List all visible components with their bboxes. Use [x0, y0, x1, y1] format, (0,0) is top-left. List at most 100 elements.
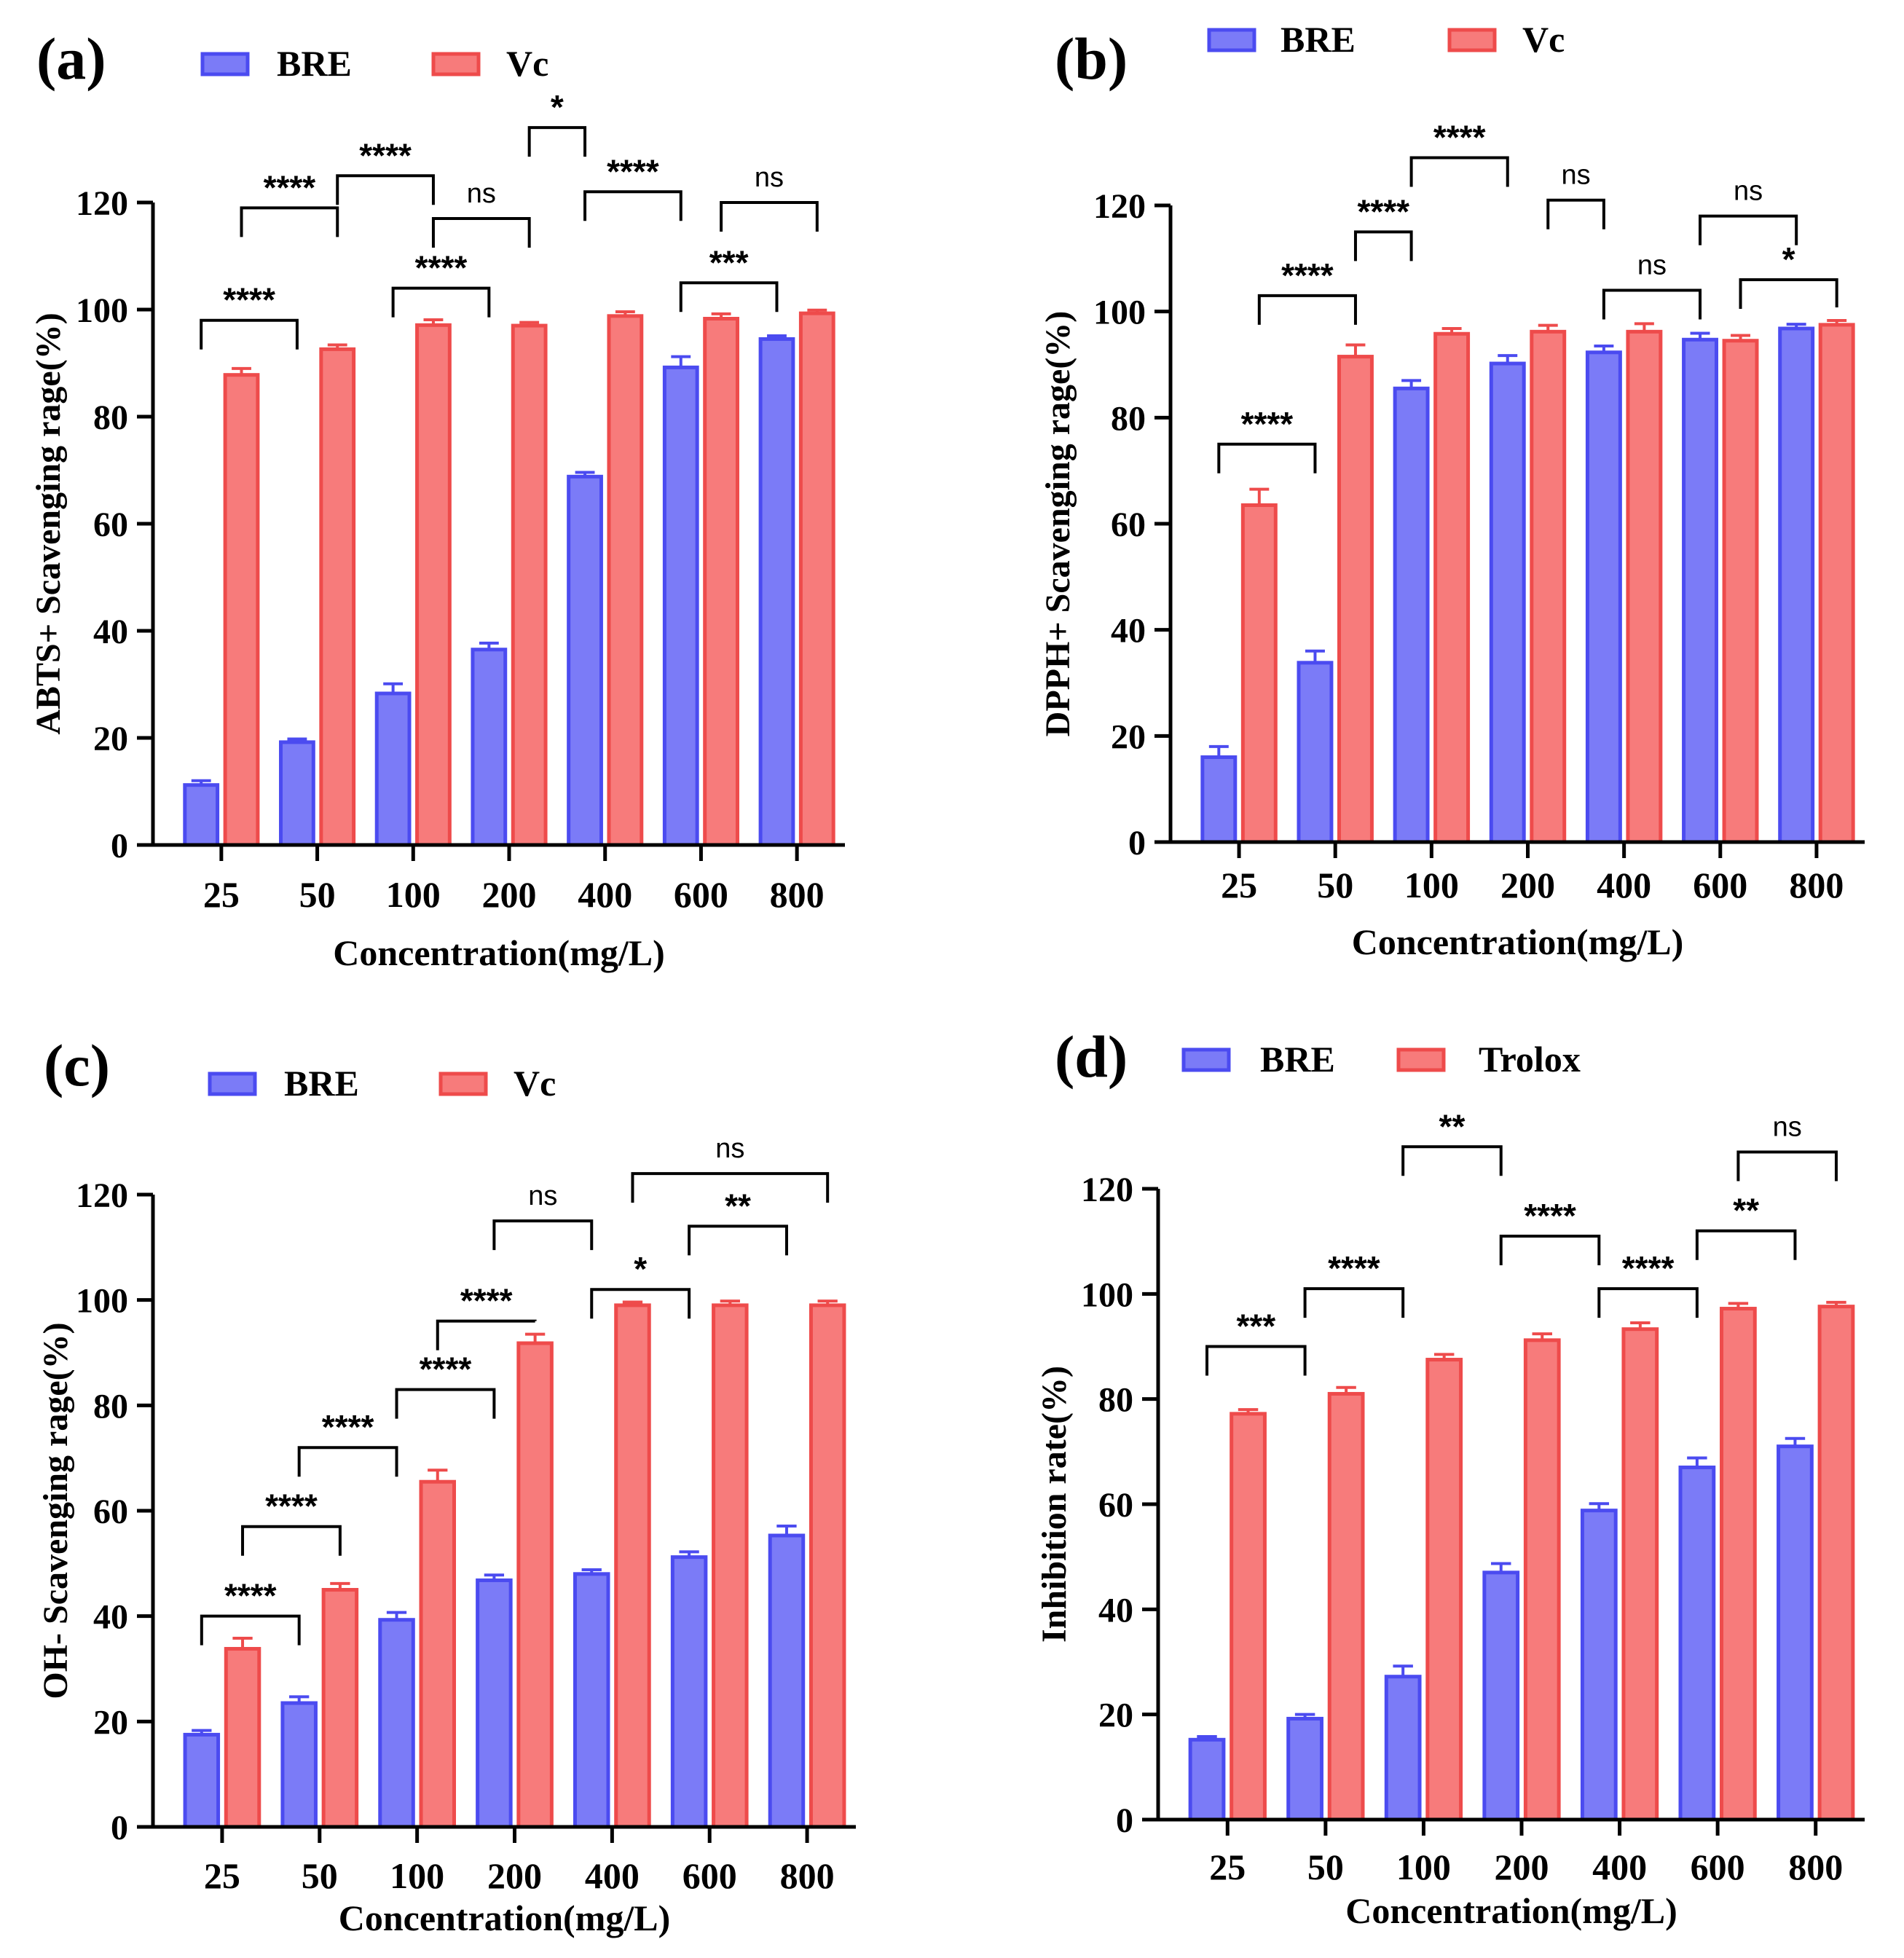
significance-bracket	[720, 201, 819, 232]
significance-label: **	[1439, 1107, 1466, 1145]
significance-label: ****	[420, 1350, 472, 1388]
y-tick-label: 40	[93, 1598, 128, 1637]
significance-label: ****	[607, 152, 659, 190]
bar	[670, 1555, 708, 1829]
significance-label: ****	[224, 1577, 277, 1615]
significance-label: ****	[1281, 256, 1334, 294]
significance-label: ****	[1622, 1249, 1675, 1287]
significance-bracket	[395, 1388, 496, 1419]
bar	[1337, 355, 1374, 844]
panel-label: (a)	[36, 25, 106, 92]
significance-label: ****	[265, 1487, 318, 1525]
legend-label: BRE	[1260, 1039, 1335, 1080]
legend-swatch	[208, 1072, 257, 1096]
bar	[1297, 661, 1334, 844]
bar	[768, 1533, 806, 1829]
panel-label: (b)	[1055, 25, 1128, 92]
bar	[573, 1572, 610, 1829]
bar	[280, 1701, 318, 1829]
y-tick-label: 100	[1081, 1275, 1133, 1314]
significance-bracket	[583, 190, 682, 221]
significance-bracket	[336, 174, 435, 205]
x-tick-label: 400	[1592, 1847, 1647, 1887]
x-tick-label: 25	[1209, 1847, 1246, 1887]
y-axis-title: OH- Scavenging rage(%)	[36, 1322, 75, 1699]
bar	[516, 1341, 554, 1829]
panel-label: (c)	[44, 1032, 110, 1098]
y-tick-label: 0	[1116, 1801, 1133, 1840]
bar	[1286, 1716, 1323, 1822]
bar	[809, 1303, 846, 1829]
significance-label: **	[725, 1187, 751, 1224]
significance-label: *	[634, 1250, 647, 1288]
y-tick-label: 60	[1111, 506, 1146, 544]
bar	[511, 323, 548, 847]
legend-swatch	[200, 52, 250, 76]
significance-bracket	[1699, 214, 1798, 245]
legend-label: Vc	[514, 1063, 556, 1104]
x-tick-label: 800	[770, 874, 825, 915]
legend-swatch	[1207, 28, 1256, 52]
bar	[321, 1588, 359, 1829]
bar	[476, 1578, 513, 1829]
significance-label: ***	[709, 243, 749, 281]
significance-bracket	[1736, 1150, 1838, 1182]
significance-bracket	[241, 1525, 342, 1556]
significance-bracket	[297, 1446, 398, 1477]
x-tick-label: 200	[1500, 865, 1555, 905]
x-tick-label: 25	[1221, 865, 1257, 905]
bar	[607, 314, 644, 847]
bar	[1722, 339, 1759, 844]
significance-label: ****	[359, 136, 412, 174]
y-tick-label: 80	[93, 398, 128, 437]
significance-bracket	[1602, 288, 1702, 320]
y-tick-label: 100	[1093, 294, 1146, 332]
significance-bracket	[1739, 278, 1838, 309]
significance-bracket	[240, 206, 339, 237]
bar	[183, 1732, 221, 1829]
legend-swatch	[1447, 28, 1497, 52]
y-tick-label: 120	[76, 184, 128, 223]
significance-label: ns	[1734, 176, 1763, 207]
legend-label: Vc	[1522, 19, 1565, 60]
y-tick-label: 0	[111, 1809, 128, 1847]
significance-label: *	[551, 88, 564, 126]
legend-label: BRE	[284, 1063, 359, 1104]
significance-bracket	[431, 217, 531, 248]
y-axis-title: ABTS+ Scavenging rage(%)	[29, 312, 68, 734]
significance-bracket	[1695, 1229, 1797, 1260]
bar	[1626, 329, 1663, 844]
significance-bracket	[492, 1219, 594, 1251]
bar	[1188, 1737, 1226, 1822]
bar	[419, 1479, 457, 1829]
bar	[224, 1647, 261, 1829]
significance-label: ****	[1328, 1249, 1380, 1287]
significance-bracket	[679, 281, 779, 312]
x-axis-title: Concentration(mg/L)	[339, 1898, 671, 1938]
y-tick-label: 100	[76, 1282, 128, 1321]
bar	[1720, 1307, 1757, 1822]
significance-bracket	[1546, 198, 1605, 229]
x-axis-title: Concentration(mg/L)	[1352, 921, 1684, 962]
significance-label: ns	[755, 162, 784, 193]
y-tick-label: 20	[93, 720, 128, 758]
bar	[1240, 503, 1278, 844]
y-tick-label: 40	[1098, 1591, 1133, 1629]
significance-label: ****	[1524, 1197, 1576, 1235]
significance-bracket	[1409, 156, 1509, 187]
bar	[1621, 1327, 1659, 1822]
bar	[1393, 386, 1430, 844]
y-tick-label: 40	[93, 613, 128, 651]
y-tick-label: 80	[93, 1387, 128, 1426]
significance-label: ns	[1637, 251, 1667, 281]
x-tick-label: 800	[1788, 1847, 1843, 1887]
significance-bracket	[1353, 230, 1413, 262]
bar	[567, 474, 603, 847]
bar	[415, 323, 452, 847]
y-tick-label: 20	[1111, 717, 1146, 756]
legend-swatch	[1181, 1047, 1231, 1072]
significance-label: ns	[715, 1133, 744, 1164]
x-tick-label: 400	[578, 874, 632, 915]
significance-label: **	[1733, 1192, 1759, 1230]
significance-label: ns	[1773, 1112, 1802, 1142]
